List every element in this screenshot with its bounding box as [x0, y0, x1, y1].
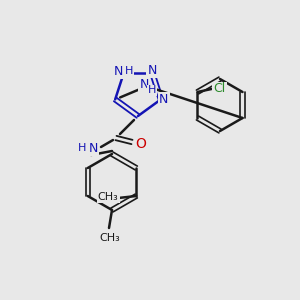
Text: CH₃: CH₃: [98, 192, 118, 202]
Text: H: H: [125, 66, 133, 76]
Text: N: N: [159, 93, 169, 106]
Text: N: N: [114, 65, 124, 78]
Text: N: N: [140, 78, 149, 91]
Text: CH₃: CH₃: [100, 233, 120, 243]
Text: H: H: [78, 143, 86, 153]
Text: O: O: [136, 137, 146, 151]
Text: H: H: [148, 85, 156, 95]
Text: Cl: Cl: [213, 82, 226, 95]
Text: N: N: [88, 142, 98, 154]
Text: N: N: [147, 64, 157, 77]
